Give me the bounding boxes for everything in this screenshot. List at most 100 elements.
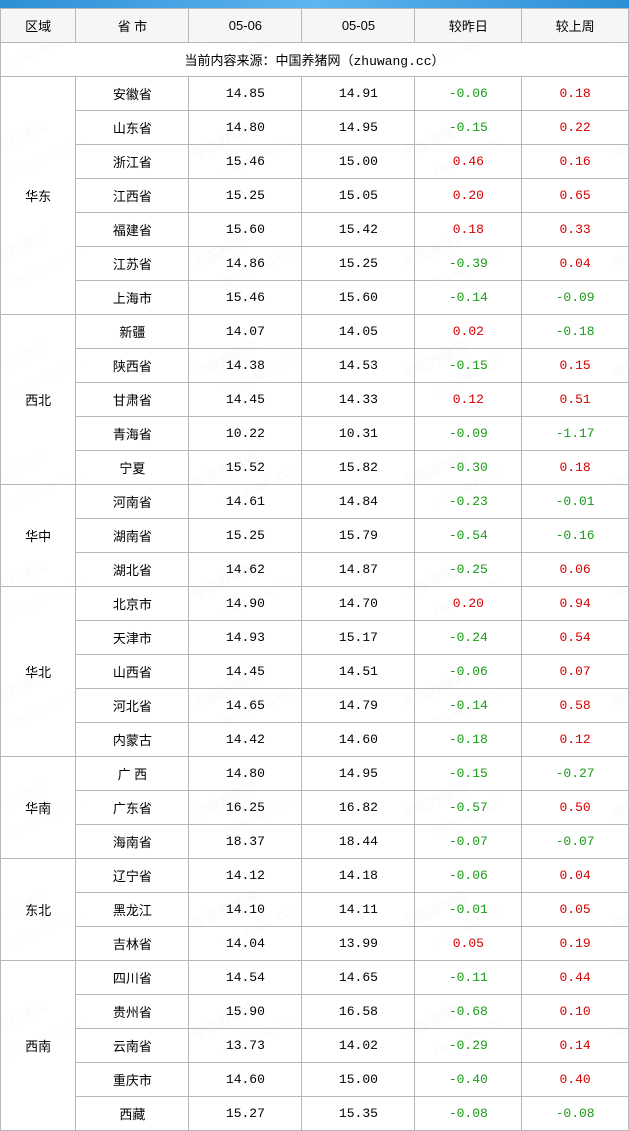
value-cell: 0.05 xyxy=(522,893,629,927)
value-cell: -0.39 xyxy=(415,247,522,281)
value-cell: 0.20 xyxy=(415,587,522,621)
value-cell: -0.08 xyxy=(522,1097,629,1131)
value-cell: 14.93 xyxy=(189,621,302,655)
province-cell: 四川省 xyxy=(76,961,189,995)
value-cell: -0.07 xyxy=(522,825,629,859)
value-cell: 14.07 xyxy=(189,315,302,349)
value-cell: 14.10 xyxy=(189,893,302,927)
table-row: 河北省14.6514.79-0.140.58 xyxy=(1,689,629,723)
province-cell: 上海市 xyxy=(76,281,189,315)
province-cell: 安徽省 xyxy=(76,77,189,111)
value-cell: -0.11 xyxy=(415,961,522,995)
value-cell: 14.61 xyxy=(189,485,302,519)
region-cell: 华南 xyxy=(1,757,76,859)
value-cell: 15.05 xyxy=(302,179,415,213)
value-cell: 0.54 xyxy=(522,621,629,655)
col-header: 省 市 xyxy=(76,9,189,43)
table-row: 华南广 西14.8014.95-0.15-0.27 xyxy=(1,757,629,791)
value-cell: 14.38 xyxy=(189,349,302,383)
value-cell: 14.65 xyxy=(189,689,302,723)
value-cell: 14.18 xyxy=(302,859,415,893)
value-cell: -1.17 xyxy=(522,417,629,451)
value-cell: -0.14 xyxy=(415,689,522,723)
province-cell: 甘肃省 xyxy=(76,383,189,417)
province-cell: 重庆市 xyxy=(76,1063,189,1097)
table-row: 贵州省15.9016.58-0.680.10 xyxy=(1,995,629,1029)
value-cell: 14.02 xyxy=(302,1029,415,1063)
value-cell: 0.58 xyxy=(522,689,629,723)
col-header: 区域 xyxy=(1,9,76,43)
table-row: 天津市14.9315.17-0.240.54 xyxy=(1,621,629,655)
value-cell: 14.11 xyxy=(302,893,415,927)
value-cell: 0.06 xyxy=(522,553,629,587)
value-cell: 14.60 xyxy=(189,1063,302,1097)
value-cell: 14.79 xyxy=(302,689,415,723)
table-row: 华北北京市14.9014.700.200.94 xyxy=(1,587,629,621)
value-cell: 0.20 xyxy=(415,179,522,213)
value-cell: -0.24 xyxy=(415,621,522,655)
value-cell: 14.90 xyxy=(189,587,302,621)
value-cell: -0.29 xyxy=(415,1029,522,1063)
value-cell: -0.15 xyxy=(415,111,522,145)
province-cell: 西藏 xyxy=(76,1097,189,1131)
value-cell: 0.94 xyxy=(522,587,629,621)
value-cell: 15.25 xyxy=(189,519,302,553)
value-cell: 0.44 xyxy=(522,961,629,995)
value-cell: 14.45 xyxy=(189,655,302,689)
province-cell: 海南省 xyxy=(76,825,189,859)
value-cell: 0.18 xyxy=(522,451,629,485)
province-cell: 新疆 xyxy=(76,315,189,349)
value-cell: 16.82 xyxy=(302,791,415,825)
value-cell: 14.12 xyxy=(189,859,302,893)
col-header: 较昨日 xyxy=(415,9,522,43)
value-cell: 15.90 xyxy=(189,995,302,1029)
value-cell: -0.09 xyxy=(415,417,522,451)
value-cell: -0.08 xyxy=(415,1097,522,1131)
province-cell: 辽宁省 xyxy=(76,859,189,893)
value-cell: -0.27 xyxy=(522,757,629,791)
table-row: 华中河南省14.6114.84-0.23-0.01 xyxy=(1,485,629,519)
value-cell: 14.05 xyxy=(302,315,415,349)
value-cell: 0.50 xyxy=(522,791,629,825)
table-row: 江苏省14.8615.25-0.390.04 xyxy=(1,247,629,281)
value-cell: 14.86 xyxy=(189,247,302,281)
value-cell: -0.14 xyxy=(415,281,522,315)
value-cell: 0.07 xyxy=(522,655,629,689)
value-cell: 15.17 xyxy=(302,621,415,655)
source-row: 当前内容来源：中国养猪网（zhuwang.cc） xyxy=(1,43,629,77)
table-row: 山东省14.8014.95-0.150.22 xyxy=(1,111,629,145)
value-cell: -0.07 xyxy=(415,825,522,859)
value-cell: -0.23 xyxy=(415,485,522,519)
province-cell: 北京市 xyxy=(76,587,189,621)
value-cell: 15.35 xyxy=(302,1097,415,1131)
value-cell: -0.06 xyxy=(415,859,522,893)
col-header: 05-06 xyxy=(189,9,302,43)
value-cell: 13.99 xyxy=(302,927,415,961)
col-header: 05-05 xyxy=(302,9,415,43)
value-cell: 15.42 xyxy=(302,213,415,247)
table-row: 湖南省15.2515.79-0.54-0.16 xyxy=(1,519,629,553)
value-cell: 15.25 xyxy=(302,247,415,281)
province-cell: 宁夏 xyxy=(76,451,189,485)
table-row: 青海省10.2210.31-0.09-1.17 xyxy=(1,417,629,451)
table-row: 陕西省14.3814.53-0.150.15 xyxy=(1,349,629,383)
table-row: 西北新疆14.0714.050.02-0.18 xyxy=(1,315,629,349)
value-cell: -0.18 xyxy=(522,315,629,349)
province-cell: 湖北省 xyxy=(76,553,189,587)
table-row: 山西省14.4514.51-0.060.07 xyxy=(1,655,629,689)
value-cell: 14.80 xyxy=(189,757,302,791)
value-cell: -0.25 xyxy=(415,553,522,587)
value-cell: -0.30 xyxy=(415,451,522,485)
province-cell: 湖南省 xyxy=(76,519,189,553)
value-cell: 14.95 xyxy=(302,757,415,791)
value-cell: 14.85 xyxy=(189,77,302,111)
province-cell: 云南省 xyxy=(76,1029,189,1063)
value-cell: 0.22 xyxy=(522,111,629,145)
value-cell: 0.46 xyxy=(415,145,522,179)
table-row: 湖北省14.6214.87-0.250.06 xyxy=(1,553,629,587)
value-cell: 14.80 xyxy=(189,111,302,145)
value-cell: 14.51 xyxy=(302,655,415,689)
value-cell: 15.25 xyxy=(189,179,302,213)
value-cell: 15.60 xyxy=(302,281,415,315)
value-cell: -0.15 xyxy=(415,757,522,791)
